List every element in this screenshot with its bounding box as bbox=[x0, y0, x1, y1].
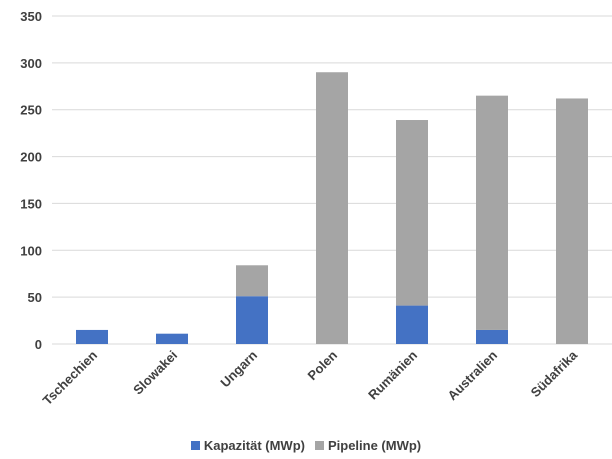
bar-kapazitaet bbox=[236, 296, 268, 344]
y-tick-label: 50 bbox=[28, 290, 42, 305]
legend-item-kapazitaet: Kapazität (MWp) bbox=[190, 438, 305, 453]
bar-pipeline bbox=[236, 265, 268, 297]
y-tick-label: 100 bbox=[20, 243, 42, 258]
y-tick-label: 150 bbox=[20, 196, 42, 211]
x-axis-tick-labels: Tschechien Slowakei Ungarn Polen Rumänien Aus… bbox=[40, 347, 581, 408]
x-tick-label: Rumänien bbox=[365, 347, 420, 402]
bar-pipeline bbox=[556, 98, 588, 345]
legend: Kapazität (MWp) Pipeline (MWp) bbox=[0, 438, 612, 453]
bars bbox=[76, 72, 588, 345]
legend-swatch-kapazitaet bbox=[190, 441, 200, 450]
y-axis-tick-labels: 0 50 100 150 200 250 300 350 bbox=[20, 9, 42, 352]
bar-kapazitaet bbox=[76, 329, 108, 344]
legend-item-pipeline: Pipeline (MWp) bbox=[314, 438, 422, 453]
bar-pipeline bbox=[316, 72, 348, 344]
x-tick-label: Tschechien bbox=[40, 347, 101, 408]
x-tick-label: Slowakei bbox=[130, 348, 180, 398]
y-tick-label: 300 bbox=[20, 56, 42, 71]
legend-label-kapazitaet: Kapazität (MWp) bbox=[203, 438, 305, 453]
legend-label-pipeline: Pipeline (MWp) bbox=[327, 438, 422, 453]
y-tick-label: 250 bbox=[20, 103, 42, 118]
bar-kapazitaet bbox=[476, 329, 508, 344]
x-tick-label: Südafrika bbox=[528, 347, 581, 400]
bar-kapazitaet bbox=[156, 333, 188, 344]
y-tick-label: 350 bbox=[20, 9, 42, 24]
y-tick-label: 200 bbox=[20, 150, 42, 165]
y-tick-label: 0 bbox=[35, 337, 42, 352]
bar-pipeline bbox=[476, 95, 508, 330]
x-tick-label: Australien bbox=[445, 347, 501, 403]
bar-pipeline bbox=[396, 120, 428, 306]
x-tick-label: Ungarn bbox=[217, 347, 260, 390]
legend-swatch-pipeline bbox=[314, 441, 324, 450]
bar-kapazitaet bbox=[396, 305, 428, 344]
x-tick-label: Polen bbox=[304, 347, 340, 383]
